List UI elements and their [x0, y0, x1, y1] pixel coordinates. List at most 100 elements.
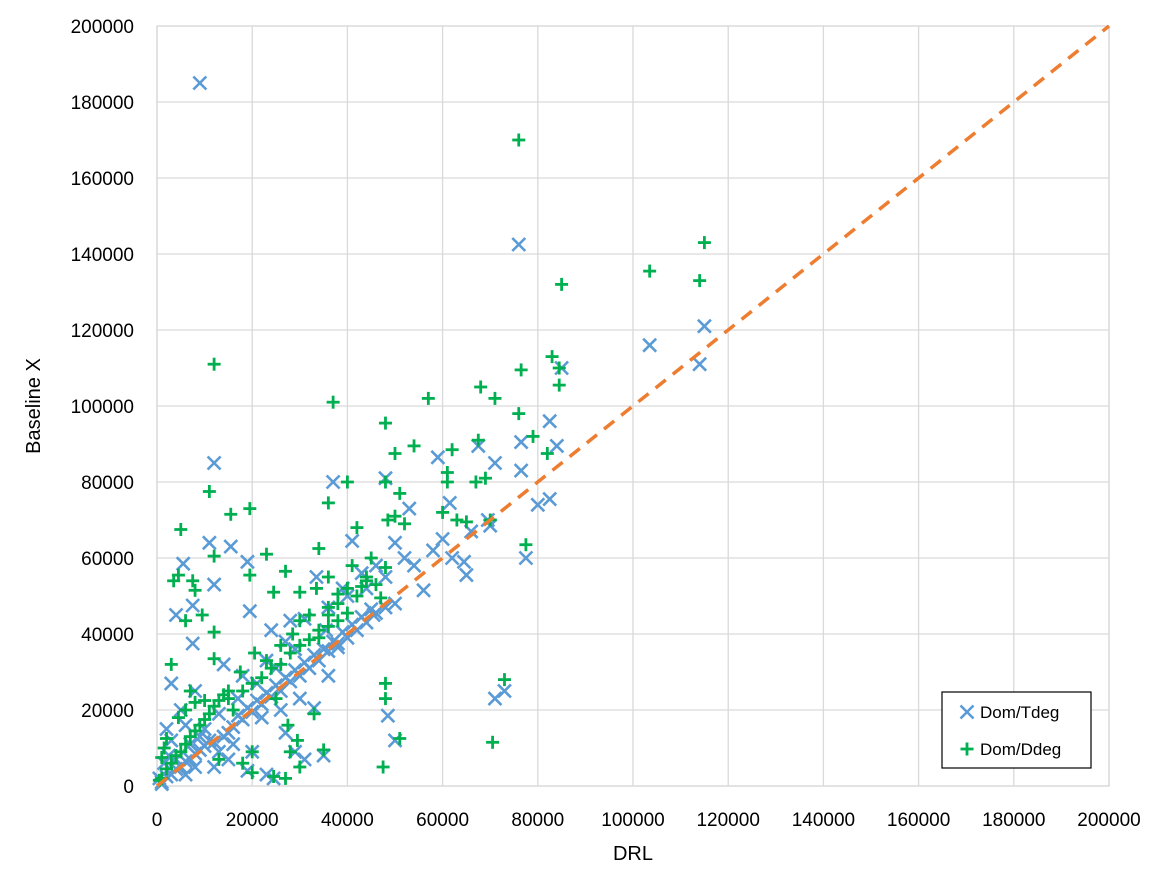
data-point [326, 395, 340, 409]
data-point [263, 622, 279, 638]
data-point [511, 237, 527, 252]
data-point [278, 725, 293, 741]
legend-label-dom-ddeg: Dom/Ddeg [980, 740, 1061, 759]
data-point [350, 589, 364, 603]
data-point [345, 559, 359, 573]
data-point [206, 455, 222, 471]
y-tick-label: 180000 [71, 93, 134, 114]
data-point [320, 668, 336, 684]
data-point [363, 601, 379, 617]
data-point [302, 633, 316, 647]
data-point [160, 732, 174, 745]
data-point [378, 676, 392, 690]
data-point [274, 638, 288, 652]
data-point [331, 614, 345, 628]
data-point [549, 438, 565, 454]
data-point [325, 474, 341, 490]
data-point [183, 684, 197, 698]
data-point [248, 646, 262, 660]
y-tick-label: 100000 [71, 397, 134, 418]
data-point [157, 741, 171, 755]
data-point [378, 569, 393, 585]
data-point [514, 363, 528, 377]
data-point [243, 502, 257, 516]
x-tick-label: 100000 [601, 810, 664, 831]
data-point [224, 507, 238, 521]
data-point [488, 391, 502, 405]
data-point [195, 608, 209, 622]
data-point [201, 535, 217, 551]
data-point [273, 702, 289, 718]
data-point [245, 766, 259, 780]
data-point [513, 463, 529, 479]
data-point [380, 708, 396, 724]
data-point [393, 732, 407, 745]
data-point [526, 429, 540, 443]
data-point [440, 475, 454, 489]
data-point [519, 538, 533, 552]
data-point [425, 542, 441, 558]
data-point [317, 743, 331, 757]
y-tick-label: 60000 [81, 549, 134, 570]
data-point [378, 416, 392, 430]
data-point [297, 655, 312, 670]
data-point [374, 591, 388, 605]
data-point [321, 608, 335, 622]
data-point [497, 673, 511, 687]
legend-marker-dom-ddeg [960, 742, 974, 756]
data-point [201, 732, 217, 748]
data-point [316, 641, 332, 657]
data-point [293, 614, 307, 628]
data-point [259, 547, 273, 561]
data-point [309, 569, 324, 585]
legend: Dom/Tdeg Dom/Ddeg [941, 691, 1092, 769]
data-point [192, 75, 208, 91]
data-point [207, 625, 221, 639]
data-point [530, 497, 546, 513]
data-point [279, 771, 293, 785]
data-point [398, 517, 412, 531]
data-point [240, 554, 255, 570]
data-point [350, 521, 364, 535]
data-point [486, 735, 500, 749]
data-point [381, 513, 395, 527]
data-point [264, 661, 278, 675]
data-point [202, 707, 216, 721]
data-point [293, 638, 307, 652]
data-point [179, 614, 193, 628]
data-point [175, 556, 191, 572]
data-point [512, 133, 526, 147]
data-point [321, 496, 335, 510]
y-axis-title: Baseline X [23, 358, 45, 454]
data-point [335, 624, 351, 640]
data-point [233, 665, 247, 679]
data-point [340, 606, 354, 620]
x-tick-label: 140000 [792, 810, 855, 831]
legend-marker-dom-tdeg [959, 704, 975, 720]
data-point [321, 570, 335, 584]
data-point [552, 378, 566, 392]
data-point [497, 683, 512, 699]
y-tick-label: 0 [123, 777, 134, 798]
x-tick-label: 120000 [696, 810, 759, 831]
data-point [211, 744, 227, 760]
data-point [387, 535, 403, 551]
data-point [435, 531, 451, 547]
data-point [226, 703, 240, 717]
data-point [290, 733, 304, 747]
x-tick-label: 20000 [226, 810, 279, 831]
data-point [388, 509, 402, 523]
x-tick-label: 0 [152, 810, 163, 831]
legend-box [941, 691, 1092, 769]
data-point [267, 585, 281, 599]
data-point [442, 495, 458, 511]
data-point [339, 588, 355, 604]
data-point [179, 737, 193, 751]
x-tick-label: 60000 [416, 810, 469, 831]
data-point [397, 550, 412, 566]
data-point [279, 564, 293, 578]
data-point [164, 756, 178, 770]
y-tick-label: 120000 [71, 321, 134, 342]
